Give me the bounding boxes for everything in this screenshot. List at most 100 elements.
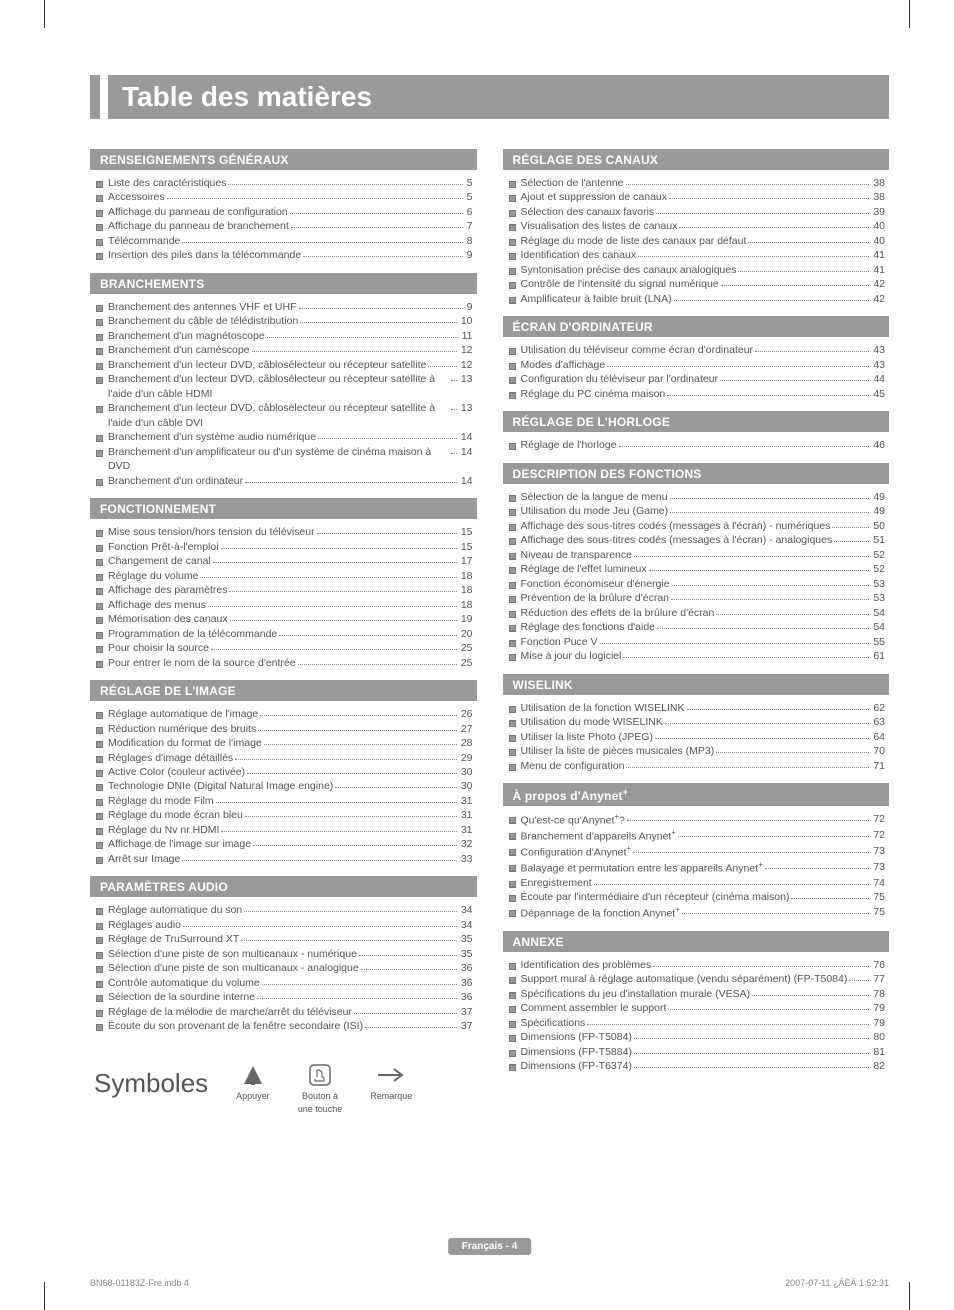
toc-entry-label: Réglage du mode de liste des canaux par …	[521, 234, 747, 248]
toc-entry-page: 82	[871, 1059, 885, 1073]
toc-section-list: Réglage automatique du son34Réglages aud…	[90, 903, 477, 1043]
toc-entry-label: Programmation de la télécommande	[108, 627, 277, 641]
leader-dots	[359, 947, 457, 956]
toc-entry-page: 36	[459, 976, 473, 990]
toc-entry-label: Réglage automatique du son	[108, 903, 242, 917]
toc-entry-page: 55	[871, 635, 885, 649]
toc-entry: Spécifications79	[503, 1016, 886, 1030]
toc-entry: Réglage de TruSurround XT35	[90, 932, 473, 946]
toc-entry: Accessoires5	[90, 190, 473, 204]
toc-entry-label: Contrôle de l'intensité du signal numéri…	[521, 277, 719, 291]
toc-entry-label: Syntonisation précise des canaux analogi…	[521, 263, 737, 277]
leader-dots	[167, 190, 463, 199]
toc-entry-page: 62	[871, 701, 885, 715]
toc-entry-page: 25	[459, 641, 473, 655]
leader-dots	[300, 314, 457, 323]
section-heading: À propos d'Anynet+	[503, 783, 890, 806]
toc-entry-page: 5	[465, 176, 473, 190]
toc-entry-label: Réglages d'image détaillés	[108, 751, 233, 765]
toc-entry-label: Pour entrer le nom de la source d'entrée	[108, 656, 296, 670]
toc-entry-label: Écoute par l'intermédiaire d'un récepteu…	[521, 890, 790, 904]
toc-entry-page: 46	[871, 438, 885, 452]
leader-dots	[221, 540, 457, 549]
toc-entry: Insertion des piles dans la télécommande…	[90, 248, 473, 262]
crop-mark	[909, 0, 910, 28]
toc-entry-label: Visualisation des listes de canaux	[521, 219, 678, 233]
toc-columns: RENSEIGNEMENTS GÉNÉRAUXListe des caracté…	[90, 149, 889, 1114]
leader-dots	[834, 533, 869, 542]
toc-entry: Réduction numérique des bruits27	[90, 722, 473, 736]
leader-dots	[229, 583, 456, 592]
toc-entry: Branchement d'un système audio numérique…	[90, 430, 473, 444]
leader-dots	[738, 263, 869, 272]
leader-dots	[674, 292, 870, 301]
toc-entry-page: 19	[459, 612, 473, 626]
toc-entry: Réglage automatique du son34	[90, 903, 473, 917]
toc-entry: Affichage du panneau de configuration6	[90, 205, 473, 219]
toc-entry: Pour entrer le nom de la source d'entrée…	[90, 656, 473, 670]
toc-entry: Sélection d'une piste de son multicanaux…	[90, 961, 473, 975]
leader-dots	[262, 976, 457, 985]
leader-dots	[298, 656, 457, 665]
toc-entry: Fonction Prêt-à-l'emploi15	[90, 540, 473, 554]
toc-entry-label: Réglage de TruSurround XT	[108, 932, 239, 946]
leader-dots	[216, 794, 457, 803]
leader-dots	[791, 890, 869, 899]
section-heading: RÉGLAGE DES CANAUX	[503, 149, 890, 170]
leader-dots	[623, 649, 869, 658]
toc-entry: Utilisation du téléviseur comme écran d'…	[503, 343, 886, 357]
leader-dots	[594, 876, 870, 885]
toc-entry-label: Utilisation du mode Jeu (Game)	[521, 504, 669, 518]
toc-section-list: Qu'est-ce qu'Anynet+?72Branchement d'app…	[503, 812, 890, 931]
leader-dots	[245, 808, 457, 817]
toc-entry-page: 70	[871, 744, 885, 758]
toc-entry-page: 50	[871, 519, 885, 533]
leader-dots	[687, 701, 870, 710]
toc-entry-label: Qu'est-ce qu'Anynet+?	[521, 812, 625, 828]
toc-entry-page: 31	[459, 823, 473, 837]
section-heading: RÉGLAGE DE L'HORLOGE	[503, 411, 890, 432]
symbol-label: Appuyer	[236, 1091, 270, 1101]
note-icon	[376, 1062, 406, 1088]
title-accent	[90, 75, 100, 119]
toc-entry-label: Mémorisation des canaux	[108, 612, 228, 626]
toc-entry-page: 8	[465, 234, 473, 248]
toc-entry: Utilisation du mode WISELINK63	[503, 715, 886, 729]
toc-entry-page: 28	[459, 736, 473, 750]
toc-entry-page: 38	[871, 176, 885, 190]
toc-entry-page: 18	[459, 598, 473, 612]
toc-entry-page: 53	[871, 591, 885, 605]
toc-entry: Branchement d'un ordinateur14	[90, 474, 473, 488]
toc-entry-page: 17	[459, 554, 473, 568]
leader-dots	[317, 525, 457, 534]
leader-dots	[668, 1001, 869, 1010]
toc-entry: Identification des problèmes76	[503, 958, 886, 972]
toc-entry-page: 34	[459, 918, 473, 932]
toc-entry-page: 54	[871, 606, 885, 620]
leader-dots	[211, 641, 457, 650]
leader-dots	[619, 438, 870, 447]
toc-entry: Dimensions (FP-T5084)80	[503, 1030, 886, 1044]
toc-entry-page: 20	[459, 627, 473, 641]
toc-entry-page: 36	[459, 990, 473, 1004]
toc-entry-label: Niveau de transparence	[521, 548, 633, 562]
section-heading: PARAMÈTRES AUDIO	[90, 876, 477, 897]
toc-entry-page: 75	[871, 905, 885, 919]
toc-entry-label: Identification des canaux	[521, 248, 637, 262]
toc-entry-page: 14	[459, 474, 473, 488]
toc-entry: Réglage du Nv nr HDMI31	[90, 823, 473, 837]
toc-entry-label: Branchement d'un magnétoscope	[108, 329, 265, 343]
toc-entry: Mise sous tension/hors tension du télévi…	[90, 525, 473, 539]
toc-entry: Arrêt sur Image33	[90, 852, 473, 866]
toc-entry: Branchement d'un magnétoscope11	[90, 329, 473, 343]
toc-entry: Affichage des paramètres18	[90, 583, 473, 597]
leader-dots	[230, 612, 457, 621]
toc-entry-label: Enregistrement	[521, 876, 592, 890]
toc-entry-page: 31	[459, 808, 473, 822]
leader-dots	[849, 972, 869, 981]
toc-entry-label: Affichage du panneau de branchement	[108, 219, 289, 233]
toc-entry-page: 38	[871, 190, 885, 204]
leader-dots	[832, 519, 869, 528]
toc-entry: Active Color (couleur activée)30	[90, 765, 473, 779]
toc-entry-label: Comment assembler le support	[521, 1001, 667, 1015]
